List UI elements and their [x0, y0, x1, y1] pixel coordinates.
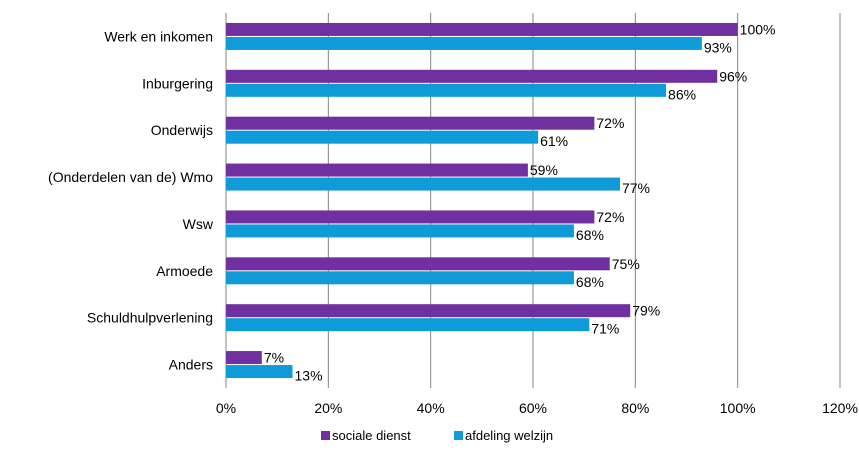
bar-sociale-dienst: [226, 351, 262, 365]
bar-sociale-dienst: [226, 304, 631, 318]
legend: sociale dienst afdeling welzijn: [321, 428, 553, 443]
data-label: 93%: [704, 39, 732, 55]
data-label: 72%: [596, 115, 624, 131]
category-label: Armoede: [156, 263, 213, 279]
data-label: 100%: [740, 21, 776, 37]
bar-sociale-dienst: [226, 210, 595, 224]
data-label: 13%: [295, 368, 323, 384]
x-tick-label: 40%: [417, 400, 445, 416]
data-label: 75%: [612, 256, 640, 272]
bar-sociale-dienst: [226, 22, 738, 36]
data-labels: 100% 93% 96% 86% 72% 61% 59% 77% 72% 68% 75% 68% 79%…: [264, 21, 776, 383]
data-label: 59%: [530, 162, 558, 178]
data-label: 86%: [668, 86, 696, 102]
category-label: Inburgering: [142, 75, 213, 91]
x-tick-label: 100%: [720, 400, 756, 416]
bar-sociale-dienst: [226, 69, 718, 83]
bar-afdeling-welzijn: [226, 318, 590, 332]
bar-sociale-dienst: [226, 116, 595, 130]
legend-label: afdeling welzijn: [465, 428, 553, 443]
category-labels: Werk en inkomen Inburgering Onderwijs (Onde…: [48, 28, 214, 372]
legend-swatch: [321, 431, 330, 440]
data-label: 77%: [622, 180, 650, 196]
x-tick-label: 60%: [519, 400, 547, 416]
data-label: 68%: [576, 227, 604, 243]
bar-sociale-dienst: [226, 163, 528, 177]
category-label: Werk en inkomen: [104, 28, 213, 44]
bar-sociale-dienst: [226, 257, 610, 271]
bars: [226, 22, 738, 379]
category-label: Schuldhulpverlening: [87, 310, 213, 326]
data-label: 68%: [576, 274, 604, 290]
category-label: (Onderdelen van de) Wmo: [48, 169, 213, 185]
category-label: Anders: [169, 357, 213, 373]
bar-afdeling-welzijn: [226, 36, 702, 50]
x-tick-label: 20%: [314, 400, 342, 416]
x-tick-label: 120%: [822, 400, 858, 416]
bar-afdeling-welzijn: [226, 130, 539, 144]
bar-afdeling-welzijn: [226, 365, 293, 379]
data-label: 79%: [632, 303, 660, 319]
data-label: 72%: [596, 209, 624, 225]
bar-afdeling-welzijn: [226, 83, 667, 97]
legend-label: sociale dienst: [332, 428, 411, 443]
data-label: 71%: [591, 321, 619, 337]
category-label: Onderwijs: [151, 122, 213, 138]
category-label: Wsw: [183, 216, 214, 232]
data-label: 61%: [540, 133, 568, 149]
bar-afdeling-welzijn: [226, 224, 574, 238]
bar-afdeling-welzijn: [226, 177, 620, 191]
legend-swatch: [454, 431, 463, 440]
data-label: 7%: [264, 350, 284, 366]
gridlines: [225, 13, 841, 388]
bar-afdeling-welzijn: [226, 271, 574, 285]
x-tick-label: 80%: [621, 400, 649, 416]
data-label: 96%: [719, 68, 747, 84]
x-axis-ticks: 0% 20% 40% 60% 80% 100% 120%: [216, 400, 858, 416]
x-tick-label: 0%: [216, 400, 236, 416]
